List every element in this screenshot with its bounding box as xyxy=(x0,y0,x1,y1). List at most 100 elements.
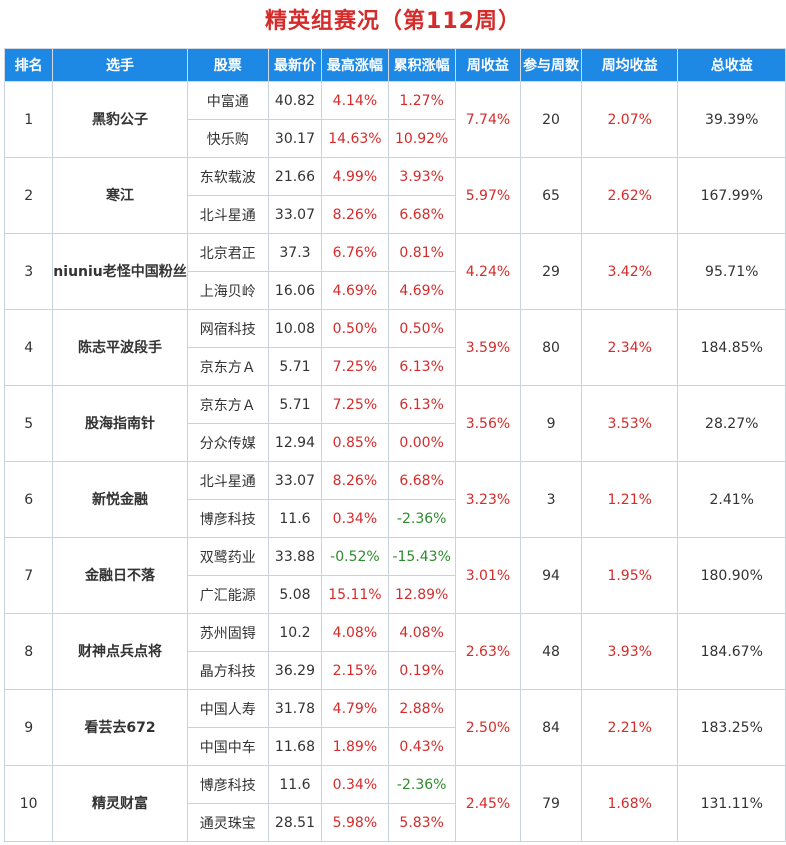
player-name: 寒江 xyxy=(52,157,188,234)
stock-cum-gain: 0.19% xyxy=(387,651,456,690)
stock-cum-gain: 1.27% xyxy=(387,81,456,120)
stock-max-gain: 0.34% xyxy=(321,499,389,538)
weeks-count: 80 xyxy=(520,309,582,386)
table-row: 博彦科技 11.6 0.34% -2.36% xyxy=(5,499,786,538)
total-return: 180.90% xyxy=(677,537,786,614)
stock-price: 5.08 xyxy=(267,575,323,614)
table-row: 京东方Ａ 5.71 7.25% 6.13% xyxy=(5,347,786,386)
stock-max-gain: 2.15% xyxy=(321,651,389,690)
stock-max-gain: 14.63% xyxy=(321,119,389,158)
stock-max-gain: 4.79% xyxy=(321,689,389,728)
stock-price: 5.71 xyxy=(267,347,323,386)
stock-cum-gain: 0.00% xyxy=(387,423,456,462)
stock-cum-gain: 4.69% xyxy=(387,271,456,310)
page-title: 精英组赛况（第112周） xyxy=(265,9,521,34)
stock-max-gain: 0.50% xyxy=(321,309,389,348)
avg-return: 2.34% xyxy=(580,309,679,386)
weeks-count: 29 xyxy=(520,233,582,310)
table-row: 2 寒江 东软载波 21.66 4.99% 3.93% 5.97% 65 2.62% 167.99… xyxy=(3,157,786,234)
table-body: 1 黑豹公子 中富通 40.82 4.14% 1.27% 7.74% 20 2.07% 39.39… xyxy=(3,81,786,842)
rank-cell: 6 xyxy=(3,461,54,538)
total-return: 184.85% xyxy=(677,309,786,386)
week-return: 2.50% xyxy=(454,689,522,766)
stock-name: 京东方Ａ xyxy=(186,385,269,424)
stock-cum-gain: -2.36% xyxy=(387,765,456,804)
table-row: 1 黑豹公子 中富通 40.82 4.14% 1.27% 7.74% 20 2.07% 39.39… xyxy=(3,81,786,158)
rank-cell: 5 xyxy=(3,385,54,462)
total-return: 183.25% xyxy=(677,689,786,766)
week-return: 2.45% xyxy=(454,765,522,842)
week-return: 5.97% xyxy=(454,157,522,234)
stock-name: 快乐购 xyxy=(186,119,269,158)
week-return: 7.74% xyxy=(454,81,522,158)
stock-price: 10.2 xyxy=(267,613,323,652)
stock-max-gain: 7.25% xyxy=(321,385,389,424)
stock-max-gain: 1.89% xyxy=(321,727,389,766)
stock-price: 40.82 xyxy=(267,81,323,120)
rank-cell: 3 xyxy=(3,233,54,310)
stock-name: 北斗星通 xyxy=(186,195,269,234)
stock-name: 上海贝岭 xyxy=(186,271,269,310)
stock-cum-gain: 0.43% xyxy=(387,727,456,766)
week-return: 2.63% xyxy=(454,613,522,690)
stock-cum-gain: 0.50% xyxy=(387,309,456,348)
header-row: 排名 选手 股票 最新价 最高涨幅 累积涨幅 周收益 参与周数 周均收益 总收益 xyxy=(3,48,786,82)
stock-price: 33.88 xyxy=(267,537,323,576)
rank-cell: 7 xyxy=(3,537,54,614)
stock-price: 30.17 xyxy=(267,119,323,158)
week-return: 3.59% xyxy=(454,309,522,386)
stock-cum-gain: -2.36% xyxy=(387,499,456,538)
header-week-return: 周收益 xyxy=(454,48,522,82)
player-name: 财神点兵点将 xyxy=(52,613,188,690)
player-name: 新悦金融 xyxy=(52,461,188,538)
header-price: 最新价 xyxy=(267,48,323,82)
stock-name: 北京君正 xyxy=(186,233,269,272)
rank-cell: 8 xyxy=(3,613,54,690)
table-row: 4 陈志平波段手 网宿科技 10.08 0.50% 0.50% 3.59% 80 2.34% 18… xyxy=(3,309,786,386)
weeks-count: 48 xyxy=(520,613,582,690)
stock-name: 中富通 xyxy=(186,81,269,120)
avg-return: 2.07% xyxy=(580,81,679,158)
player-name: 看芸去672 xyxy=(52,689,188,766)
rank-cell: 9 xyxy=(3,689,54,766)
avg-return: 2.21% xyxy=(580,689,679,766)
stock-cum-gain: 12.89% xyxy=(387,575,456,614)
stock-max-gain: 8.26% xyxy=(321,195,389,234)
stock-name: 网宿科技 xyxy=(186,309,269,348)
total-return: 28.27% xyxy=(677,385,786,462)
total-return: 39.39% xyxy=(677,81,786,158)
stock-price: 5.71 xyxy=(267,385,323,424)
player-name: 黑豹公子 xyxy=(52,81,188,158)
header-player: 选手 xyxy=(52,48,188,82)
header-avg-return: 周均收益 xyxy=(580,48,679,82)
stock-name: 广汇能源 xyxy=(186,575,269,614)
stock-name: 北斗星通 xyxy=(186,461,269,500)
stock-cum-gain: 6.13% xyxy=(387,347,456,386)
table-row: 10 精灵财富 博彦科技 11.6 0.34% -2.36% 2.45% 79 1.68% 131… xyxy=(3,765,786,842)
stock-price: 33.07 xyxy=(267,195,323,234)
stock-max-gain: 4.99% xyxy=(321,157,389,196)
table-row: 分众传媒 12.94 0.85% 0.00% xyxy=(5,423,786,462)
stock-max-gain: 7.25% xyxy=(321,347,389,386)
week-return: 3.56% xyxy=(454,385,522,462)
table-row: 6 新悦金融 北斗星通 33.07 8.26% 6.68% 3.23% 3 1.21% 2.41% xyxy=(3,461,786,538)
table-row: 3 niuniu老怪中国粉丝 北京君正 37.3 6.76% 0.81% 4.24% 29 3.… xyxy=(3,233,786,310)
stock-price: 11.6 xyxy=(267,499,323,538)
rank-cell: 2 xyxy=(3,157,54,234)
week-return: 4.24% xyxy=(454,233,522,310)
table-row: 通灵珠宝 28.51 5.98% 5.83% xyxy=(5,803,786,842)
weeks-count: 9 xyxy=(520,385,582,462)
rank-cell: 4 xyxy=(3,309,54,386)
stock-name: 博彦科技 xyxy=(186,765,269,804)
stock-max-gain: 0.85% xyxy=(321,423,389,462)
stock-max-gain: 4.08% xyxy=(321,613,389,652)
avg-return: 3.53% xyxy=(580,385,679,462)
table-row: 9 看芸去672 中国人寿 31.78 4.79% 2.88% 2.50% 84 2.21% 18… xyxy=(3,689,786,766)
total-return: 184.67% xyxy=(677,613,786,690)
ranking-table: 排名 选手 股票 最新价 最高涨幅 累积涨幅 周收益 参与周数 周均收益 总收益… xyxy=(3,48,786,842)
avg-return: 2.62% xyxy=(580,157,679,234)
stock-max-gain: 4.69% xyxy=(321,271,389,310)
table-row: 快乐购 30.17 14.63% 10.92% xyxy=(5,119,786,158)
weeks-count: 65 xyxy=(520,157,582,234)
table-row: 8 财神点兵点将 苏州固锝 10.2 4.08% 4.08% 2.63% 48 3.93% 184… xyxy=(3,613,786,690)
